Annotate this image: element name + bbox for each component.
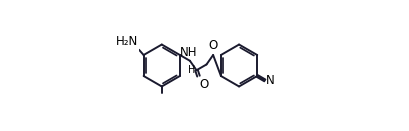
Text: O: O	[199, 78, 208, 91]
Text: H: H	[188, 65, 195, 75]
Text: N: N	[265, 74, 274, 88]
Text: NH: NH	[180, 47, 197, 59]
Text: H₂N: H₂N	[116, 35, 138, 48]
Text: O: O	[208, 39, 218, 52]
